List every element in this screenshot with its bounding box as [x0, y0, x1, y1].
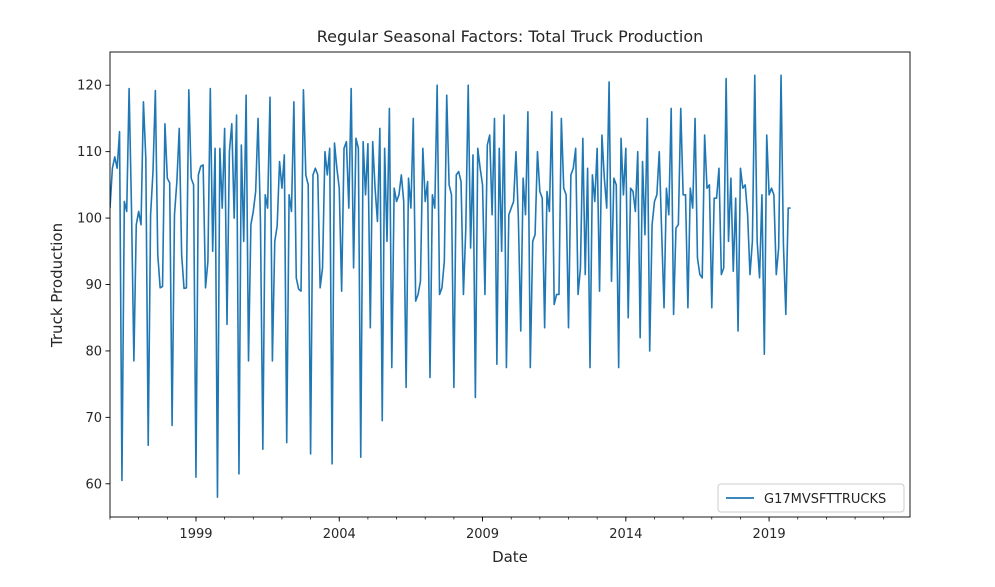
y-tick-label: 70: [85, 411, 102, 426]
legend-label: G17MVSFTTRUCKS: [764, 492, 886, 507]
y-axis: 60 70 80 90 100 110 120: [77, 79, 110, 492]
y-tick-label: 90: [85, 278, 102, 293]
series-line-g17mvsfttrucks: [110, 74, 791, 498]
y-tick-label: 100: [77, 212, 102, 227]
y-tick-label: 110: [77, 145, 102, 160]
x-tick-label: 1999: [179, 527, 212, 542]
x-tick-label: 2019: [753, 527, 786, 542]
y-axis-title: Truck Production: [48, 223, 66, 348]
plot-frame: [109, 51, 911, 518]
x-tick-label: 2004: [323, 527, 356, 542]
y-tick-label: 60: [85, 477, 102, 492]
x-tick-label: 2014: [609, 527, 642, 542]
x-axis: 1999 2004 2009 2014 2019: [109, 517, 885, 542]
y-tick-label: 120: [77, 79, 102, 94]
x-tick-label: 2009: [466, 527, 499, 542]
x-axis-title: Date: [492, 548, 528, 566]
y-tick-label: 80: [85, 344, 102, 359]
chart-title: Regular Seasonal Factors: Total Truck Pr…: [317, 27, 704, 46]
legend-box: [717, 483, 905, 513]
legend: G17MVSFTTRUCKS: [717, 483, 905, 513]
